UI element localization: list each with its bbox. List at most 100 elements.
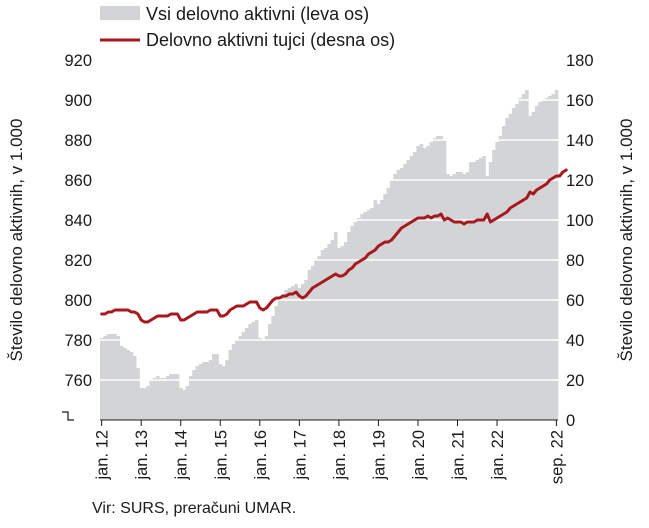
- bar: [376, 204, 381, 420]
- bar: [244, 328, 249, 420]
- bar: [333, 232, 338, 420]
- bar: [478, 158, 483, 420]
- right-tick-label: 160: [566, 92, 594, 110]
- left-tick-label: 880: [64, 132, 92, 150]
- bar: [406, 160, 411, 420]
- axis-break-marker: [62, 411, 74, 421]
- bar: [343, 242, 348, 420]
- line-series-foreigners: [100, 168, 568, 324]
- bar: [518, 98, 523, 420]
- x-tick-label: jan. 18: [331, 430, 349, 481]
- bar: [403, 164, 407, 420]
- bar: [109, 334, 114, 420]
- bar: [228, 350, 233, 420]
- bar: [445, 174, 450, 420]
- bar: [366, 210, 371, 420]
- x-axis-ticks: jan. 12 jan. 13 jan. 14 jan. 15 jan. 16 jan. …: [94, 419, 566, 484]
- right-tick-label: 60: [566, 292, 584, 310]
- bar: [136, 368, 140, 420]
- bar: [116, 336, 121, 420]
- bar: [508, 114, 513, 420]
- bar: [396, 170, 401, 420]
- bar: [159, 378, 163, 420]
- left-tick-label: 760: [64, 372, 92, 390]
- left-tick-label: 820: [64, 252, 92, 270]
- bar: [452, 174, 457, 420]
- legend-swatch-all-employed: [100, 6, 140, 20]
- bar: [353, 222, 358, 420]
- bar: [501, 126, 506, 420]
- bar: [422, 148, 427, 420]
- x-tick-label: jan. 15: [212, 430, 230, 481]
- bar: [327, 244, 331, 420]
- bar: [284, 290, 289, 420]
- bar: [149, 380, 154, 420]
- bar: [188, 376, 193, 420]
- bar: [129, 352, 134, 420]
- bar: [528, 116, 532, 420]
- bar: [274, 306, 279, 420]
- bar: [416, 146, 420, 420]
- bar: [304, 280, 308, 420]
- bar: [310, 266, 315, 420]
- bar: [360, 214, 364, 420]
- bar: [330, 240, 335, 420]
- bar: [515, 104, 519, 420]
- bar: [241, 332, 246, 420]
- bar: [106, 334, 111, 420]
- left-axis-label: Število delovno aktivnih, v 1.000: [7, 119, 26, 362]
- bar: [455, 172, 460, 420]
- bar: [113, 334, 117, 420]
- bar: [225, 360, 229, 420]
- right-tick-label: 180: [566, 52, 594, 70]
- bar: [198, 364, 203, 420]
- bar: [185, 386, 190, 420]
- bar: [165, 376, 170, 420]
- bar: [383, 194, 387, 420]
- bar: [521, 94, 526, 420]
- bar: [281, 294, 285, 420]
- bar: [485, 176, 490, 420]
- bar: [205, 362, 210, 420]
- bar: [179, 388, 183, 420]
- bar: [123, 348, 127, 420]
- bar: [258, 338, 262, 420]
- bar: [192, 370, 196, 420]
- bar: [307, 270, 312, 420]
- left-tick-label: 920: [64, 52, 92, 70]
- bar: [248, 324, 252, 420]
- bar: [380, 200, 384, 420]
- bar: [195, 366, 200, 420]
- bar: [212, 354, 216, 420]
- bar: [175, 374, 180, 420]
- bar: [465, 172, 470, 420]
- bar: [492, 150, 496, 420]
- bar: [337, 248, 341, 420]
- left-tick-label: 800: [64, 292, 92, 310]
- bar: [119, 346, 124, 420]
- bar: [551, 94, 556, 420]
- left-tick-label: 900: [64, 92, 92, 110]
- x-tick-label: jan. 21: [450, 430, 468, 481]
- bar: [399, 168, 404, 420]
- bar: [340, 246, 345, 420]
- bar: [548, 96, 552, 420]
- bar: [459, 172, 463, 420]
- x-tick-label: jan. 14: [173, 430, 191, 481]
- bar: [495, 142, 499, 420]
- bar: [100, 338, 104, 420]
- right-tick-label: 140: [566, 132, 594, 150]
- bar: [393, 174, 397, 420]
- bar: [218, 364, 223, 420]
- bar: [221, 366, 226, 420]
- bar: [475, 160, 480, 420]
- bar: [169, 374, 173, 420]
- bar: [251, 322, 256, 420]
- bar: [462, 174, 467, 420]
- bar: [264, 336, 269, 420]
- bar: [498, 136, 503, 420]
- left-tick-label: 780: [64, 332, 92, 350]
- right-tick-label: 20: [566, 372, 584, 390]
- x-tick-label: sep. 22: [548, 430, 566, 484]
- bar: [505, 118, 509, 420]
